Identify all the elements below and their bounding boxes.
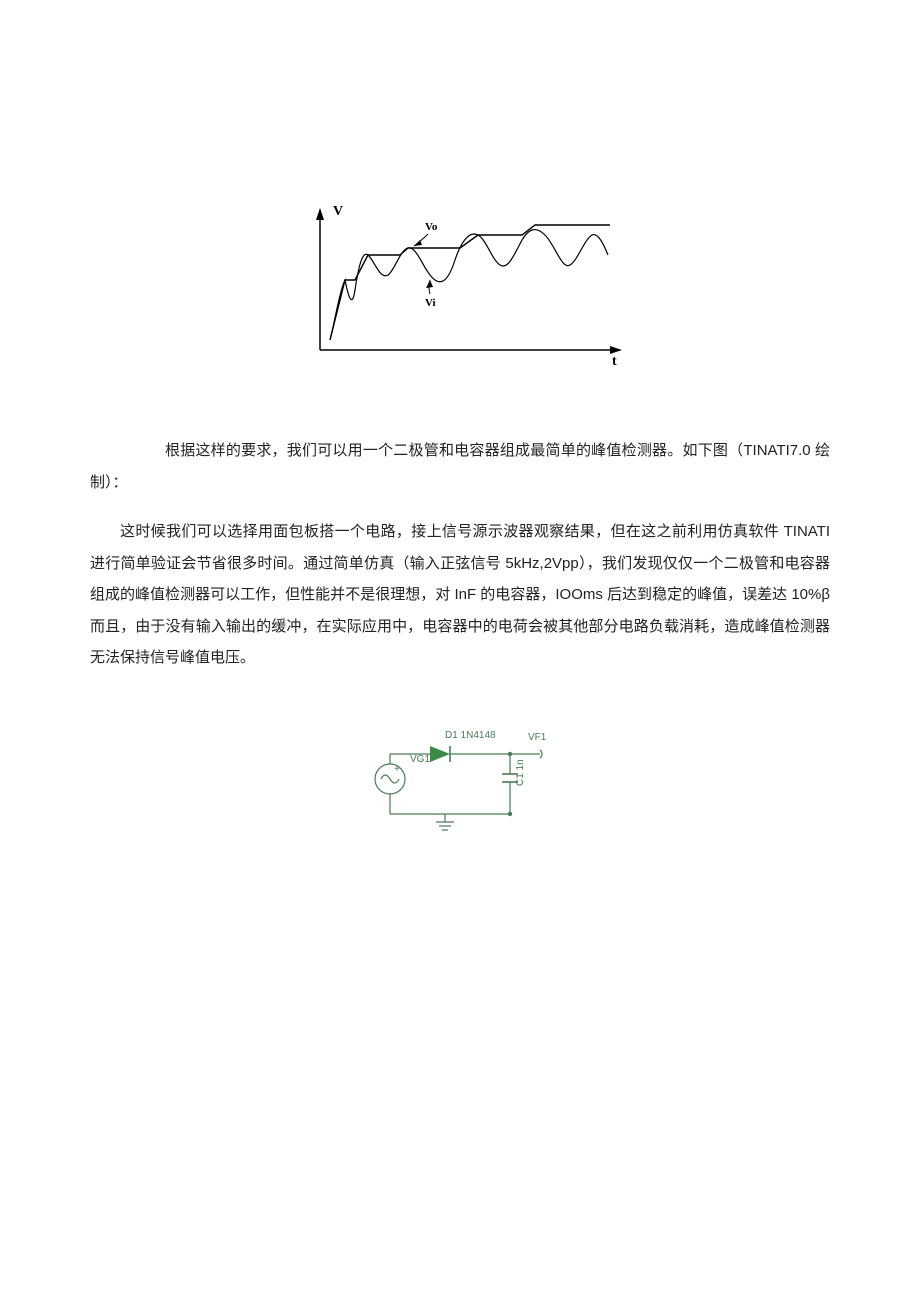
vi-pointer-head	[426, 280, 433, 288]
c1-label: C1 1n	[515, 759, 526, 786]
vt-graph-figure: V t Vo Vi	[90, 200, 830, 375]
vg1-label: VG1	[410, 754, 430, 765]
vi-label: Vi	[425, 297, 436, 309]
diode-triangle-icon	[430, 746, 450, 762]
circuit-figure: D1 1N4148 VF1 VG1	[90, 724, 830, 849]
ac-plus-icon: +	[394, 764, 400, 775]
document-page: V t Vo Vi 根据这样的要求，我们可以用一个二极管和电容器组成最简单的峰值…	[0, 0, 920, 1301]
x-axis-label: t	[612, 354, 617, 369]
vf1-label: VF1	[528, 732, 547, 743]
paragraph-2: 这时候我们可以选择用面包板搭一个电路，接上信号源示波器观察结果，但在这之前利用仿…	[90, 516, 830, 674]
paragraph-1: 根据这样的要求，我们可以用一个二极管和电容器组成最简单的峰值检测器。如下图（TI…	[90, 435, 830, 498]
diode-label: D1 1N4148	[445, 730, 496, 741]
vo-curve	[330, 225, 610, 340]
x-axis-arrow	[610, 346, 622, 354]
node-bottom	[508, 811, 512, 815]
vi-curve	[330, 230, 608, 340]
y-axis-label: V	[333, 204, 343, 219]
ac-source-sine-icon	[381, 775, 399, 783]
vt-graph-svg: V t Vo Vi	[280, 200, 640, 370]
y-axis-arrow	[316, 208, 324, 220]
vf1-probe-icon	[540, 750, 542, 758]
vo-label: Vo	[425, 221, 438, 233]
circuit-svg: D1 1N4148 VF1 VG1	[350, 724, 570, 844]
